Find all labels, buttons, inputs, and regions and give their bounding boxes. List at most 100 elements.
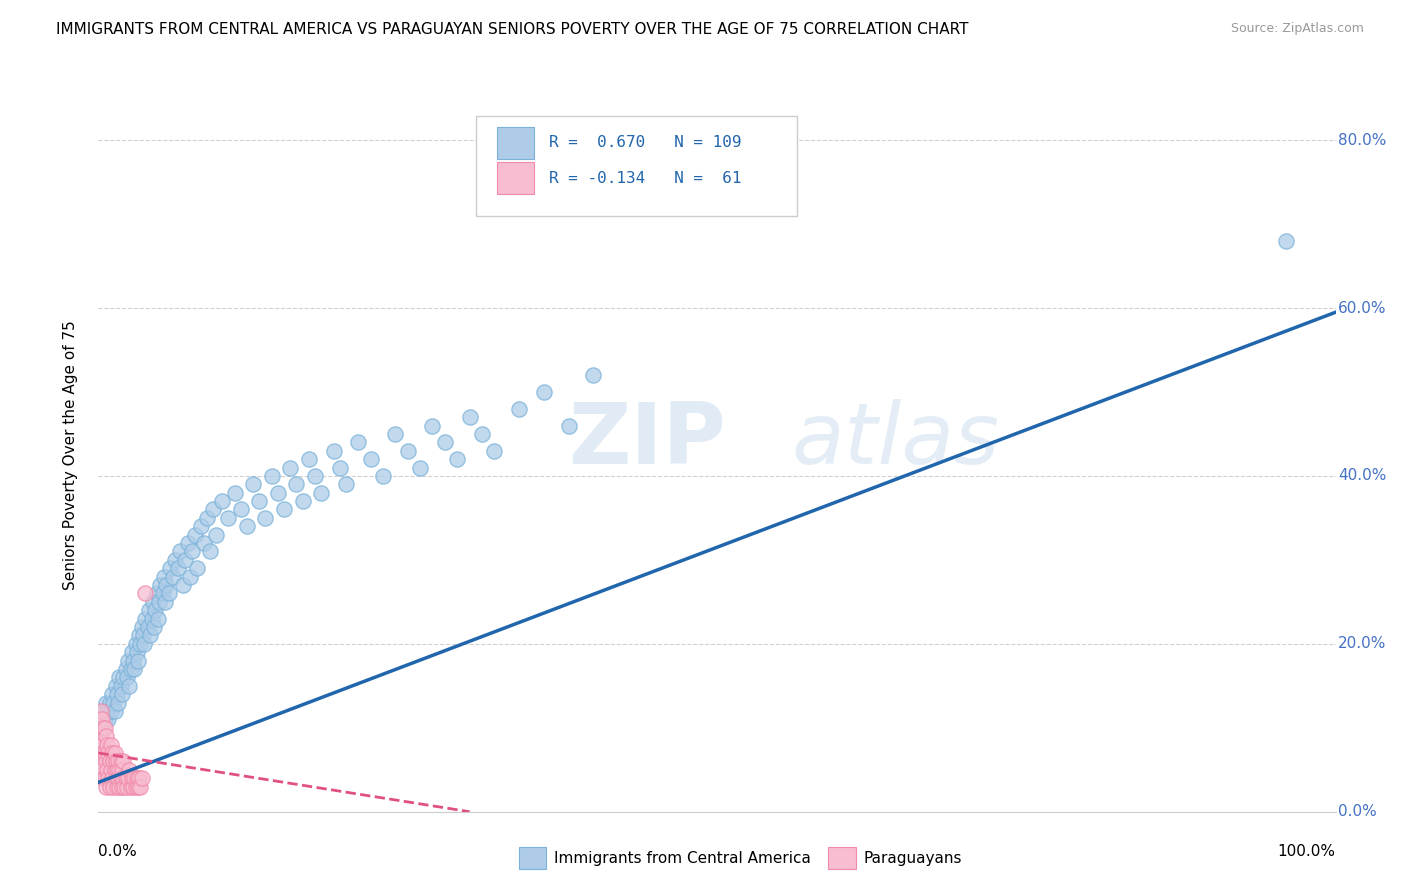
Text: 20.0%: 20.0%: [1339, 636, 1386, 651]
Point: [202, 502, 225, 516]
Point: [96, 704, 118, 718]
Text: atlas: atlas: [792, 399, 1000, 483]
Point: [101, 746, 124, 760]
Text: Paraguayans: Paraguayans: [863, 851, 962, 865]
Point: [98, 696, 121, 710]
Point: [176, 536, 198, 550]
Point: [229, 502, 252, 516]
Point: [157, 586, 180, 600]
Point: [93, 712, 115, 726]
Point: [93, 704, 115, 718]
Point: [112, 771, 135, 785]
Point: [107, 755, 129, 769]
Point: [101, 771, 124, 785]
Bar: [519, 847, 547, 869]
Point: [108, 780, 131, 794]
Point: [162, 569, 184, 583]
Point: [94, 780, 117, 794]
Point: [115, 780, 138, 794]
Point: [89, 712, 111, 726]
Point: [107, 696, 129, 710]
Text: 60.0%: 60.0%: [1339, 301, 1386, 316]
Point: [120, 780, 142, 794]
Point: [141, 612, 163, 626]
Point: [134, 637, 156, 651]
Point: [184, 527, 207, 541]
Point: [582, 368, 605, 383]
Point: [143, 603, 166, 617]
Point: [96, 763, 118, 777]
Point: [94, 696, 117, 710]
Point: [193, 536, 215, 550]
Point: [127, 654, 149, 668]
Point: [211, 494, 233, 508]
Point: [111, 780, 134, 794]
Point: [103, 755, 125, 769]
Point: [131, 620, 153, 634]
Text: 100.0%: 100.0%: [1278, 844, 1336, 859]
Point: [104, 679, 127, 693]
Point: [89, 746, 111, 760]
Text: R =  0.670   N = 109: R = 0.670 N = 109: [548, 135, 741, 150]
Point: [224, 485, 246, 500]
Point: [285, 477, 308, 491]
Point: [122, 780, 145, 794]
Point: [247, 494, 270, 508]
Point: [91, 738, 114, 752]
Point: [190, 519, 212, 533]
Point: [90, 729, 112, 743]
Point: [1275, 234, 1298, 248]
Point: [94, 755, 117, 769]
Text: IMMIGRANTS FROM CENTRAL AMERICA VS PARAGUAYAN SENIORS POVERTY OVER THE AGE OF 75: IMMIGRANTS FROM CENTRAL AMERICA VS PARAG…: [56, 22, 969, 37]
Point: [111, 763, 134, 777]
Point: [122, 654, 145, 668]
Point: [260, 469, 283, 483]
Point: [181, 544, 204, 558]
Point: [186, 561, 208, 575]
Point: [91, 721, 114, 735]
Point: [128, 628, 150, 642]
Text: R = -0.134   N =  61: R = -0.134 N = 61: [548, 170, 741, 186]
Point: [236, 519, 259, 533]
Point: [121, 645, 143, 659]
Point: [93, 746, 115, 760]
Point: [134, 586, 156, 600]
Point: [96, 738, 118, 752]
Point: [166, 561, 188, 575]
Point: [105, 687, 128, 701]
Point: [371, 469, 394, 483]
Point: [114, 662, 136, 676]
Point: [124, 662, 146, 676]
Point: [145, 586, 167, 600]
Point: [143, 620, 166, 634]
Point: [557, 418, 579, 433]
Text: Source: ZipAtlas.com: Source: ZipAtlas.com: [1230, 22, 1364, 36]
Point: [148, 595, 170, 609]
Point: [446, 452, 468, 467]
Point: [112, 780, 135, 794]
Point: [139, 628, 162, 642]
Point: [91, 763, 114, 777]
Point: [169, 544, 191, 558]
Text: 0.0%: 0.0%: [98, 844, 138, 859]
Point: [100, 763, 122, 777]
Point: [110, 771, 132, 785]
Point: [97, 771, 120, 785]
Point: [155, 595, 177, 609]
Point: [98, 780, 121, 794]
Point: [205, 527, 228, 541]
Bar: [496, 127, 534, 159]
Point: [142, 595, 165, 609]
Point: [195, 511, 218, 525]
Bar: [828, 847, 856, 869]
Point: [152, 586, 174, 600]
Point: [97, 746, 120, 760]
Point: [360, 452, 382, 467]
Point: [254, 511, 277, 525]
Point: [149, 578, 172, 592]
Point: [110, 755, 132, 769]
Point: [125, 645, 148, 659]
Point: [172, 578, 194, 592]
Point: [89, 721, 111, 735]
Point: [94, 729, 117, 743]
